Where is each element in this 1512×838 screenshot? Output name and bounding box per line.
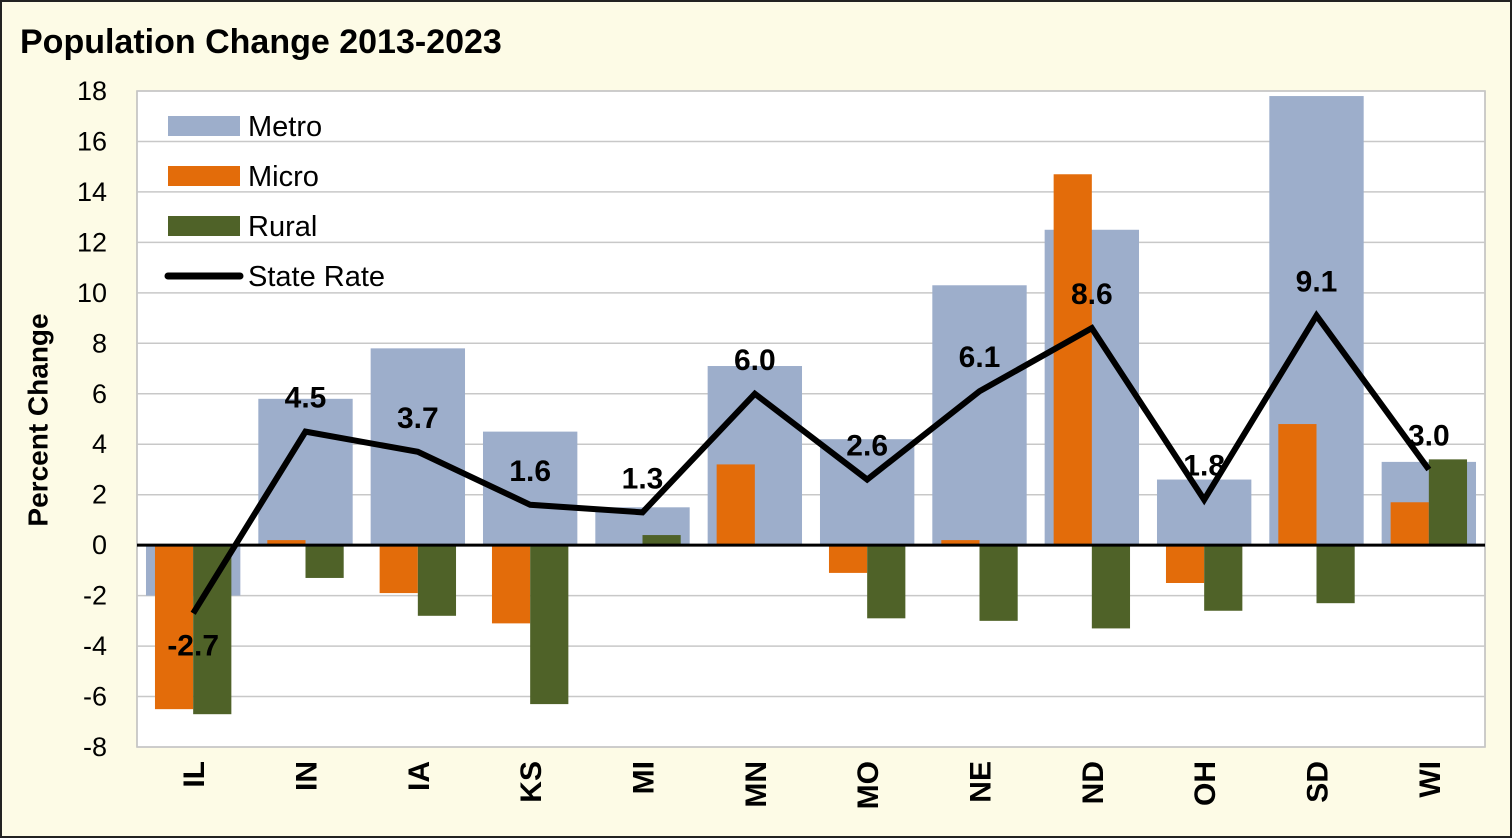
x-tick-label: ND bbox=[1077, 761, 1110, 804]
y-tick-label: 18 bbox=[77, 76, 107, 106]
bar bbox=[1390, 502, 1429, 546]
bar bbox=[1165, 545, 1205, 583]
data-label: 6.1 bbox=[959, 341, 1001, 374]
data-label: 1.3 bbox=[622, 462, 664, 495]
bar bbox=[1156, 479, 1252, 546]
data-label: 2.6 bbox=[846, 430, 888, 463]
legend-label: Metro bbox=[248, 111, 322, 143]
x-tick-label: OH bbox=[1189, 761, 1222, 806]
y-tick-label: -6 bbox=[83, 682, 107, 712]
bar bbox=[258, 398, 353, 546]
bar bbox=[305, 545, 344, 578]
chart-title: Population Change 2013-2023 bbox=[20, 23, 502, 61]
x-tick-label: IN bbox=[291, 761, 324, 791]
bar bbox=[379, 545, 418, 594]
y-tick-label: 16 bbox=[77, 126, 107, 156]
bar bbox=[941, 540, 980, 546]
legend-swatch bbox=[168, 166, 240, 186]
y-tick-label: 8 bbox=[92, 328, 107, 358]
bar bbox=[154, 545, 194, 710]
bar bbox=[1091, 545, 1131, 629]
x-tick-label: MI bbox=[628, 761, 661, 794]
y-axis-label: Percent Change bbox=[22, 313, 53, 526]
x-tick-label: SD bbox=[1302, 761, 1335, 803]
bar bbox=[1428, 459, 1468, 546]
legend-label: Micro bbox=[248, 161, 319, 193]
bar bbox=[1316, 545, 1355, 604]
bar bbox=[193, 545, 232, 715]
legend-label: Rural bbox=[248, 211, 317, 243]
data-label: 1.8 bbox=[1183, 450, 1225, 483]
bar bbox=[1053, 174, 1092, 546]
legend-swatch bbox=[168, 216, 240, 236]
bar bbox=[491, 545, 531, 624]
y-tick-label: -2 bbox=[83, 581, 107, 611]
data-label: -2.7 bbox=[167, 629, 219, 662]
bar bbox=[867, 545, 906, 619]
y-tick-label: -4 bbox=[83, 631, 107, 661]
plot-area bbox=[136, 90, 1486, 748]
bar bbox=[417, 545, 457, 616]
data-label: 9.1 bbox=[1296, 266, 1338, 299]
line bbox=[190, 310, 1432, 615]
y-tick-label: 10 bbox=[77, 278, 107, 308]
bar bbox=[716, 464, 755, 546]
data-label: 3.7 bbox=[397, 402, 439, 435]
data-label: 6.0 bbox=[734, 344, 776, 377]
bar bbox=[1278, 424, 1317, 546]
y-tick-label: 12 bbox=[77, 227, 107, 257]
y-tick-label: 4 bbox=[92, 429, 107, 459]
x-tick-label: KS bbox=[515, 761, 548, 803]
bar bbox=[828, 545, 868, 573]
legend-swatch bbox=[168, 116, 240, 136]
x-tick-label: NE bbox=[965, 761, 998, 803]
bar bbox=[267, 540, 306, 546]
x-tick-label: WI bbox=[1414, 761, 1447, 798]
x-tick-label: MO bbox=[852, 761, 885, 809]
y-tick-label: -8 bbox=[83, 732, 107, 762]
x-tick-label: MN bbox=[740, 761, 773, 808]
y-tick-label: 2 bbox=[92, 480, 107, 510]
bar bbox=[979, 545, 1018, 621]
x-tick-label: IL bbox=[178, 761, 211, 788]
data-label: 4.5 bbox=[285, 382, 327, 415]
y-tick-label: 6 bbox=[92, 379, 107, 409]
y-tick-label: 14 bbox=[77, 177, 107, 207]
legend-label: State Rate bbox=[248, 261, 385, 293]
x-tick-label: IA bbox=[403, 761, 436, 791]
data-label: 3.0 bbox=[1408, 419, 1450, 452]
bar bbox=[642, 535, 681, 546]
data-label: 8.6 bbox=[1071, 278, 1113, 311]
bar bbox=[530, 545, 569, 705]
y-tick-label: 0 bbox=[92, 530, 107, 560]
bar bbox=[1204, 545, 1243, 611]
data-label: 1.6 bbox=[509, 455, 551, 488]
